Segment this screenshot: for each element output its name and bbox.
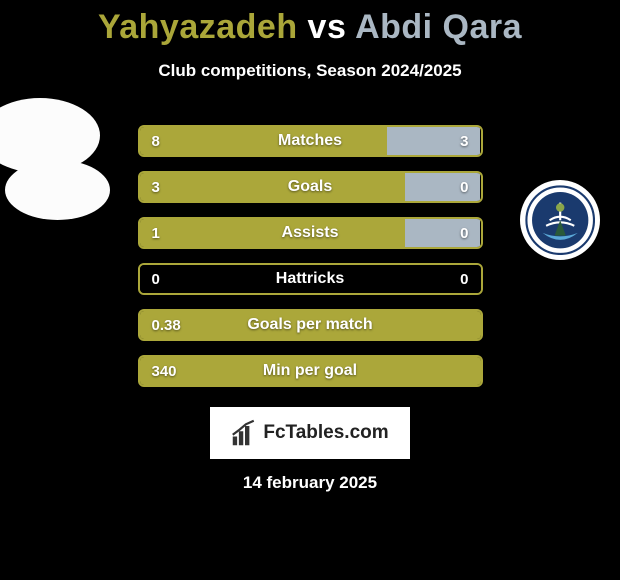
stat-left-value: 3 — [152, 179, 160, 196]
stat-row-min-per-goal: 340 Min per goal — [138, 355, 483, 387]
stat-label: Goals per match — [247, 316, 372, 334]
stat-row-hattricks: 0 0 Hattricks — [138, 263, 483, 295]
logo-text: FcTables.com — [263, 422, 388, 444]
stat-left-value: 0 — [152, 271, 160, 288]
stat-label: Hattricks — [276, 270, 344, 288]
stat-row-goals: 3 0 Goals — [138, 171, 483, 203]
stat-label: Assists — [282, 224, 339, 242]
player2-name: Abdi Qara — [355, 8, 522, 46]
stat-right-value: 3 — [460, 133, 468, 150]
stat-left-segment: 8 — [140, 127, 388, 155]
stat-right-value: 0 — [460, 225, 468, 242]
stat-row-goals-per-match: 0.38 Goals per match — [138, 309, 483, 341]
stat-label: Min per goal — [263, 362, 357, 380]
page-title: Yahyazadeh vs Abdi Qara — [0, 0, 620, 47]
date-text: 14 february 2025 — [0, 473, 620, 493]
stat-right-segment: 0 — [405, 219, 480, 247]
stat-right-segment: 3 — [387, 127, 480, 155]
player2-club-badge — [520, 180, 600, 260]
stat-right-value: 0 — [460, 271, 468, 288]
stat-right-segment — [469, 357, 481, 385]
player1-avatar-2 — [5, 160, 110, 220]
vs-text: vs — [308, 8, 347, 46]
player1-name: Yahyazadeh — [98, 8, 298, 46]
stat-label: Matches — [278, 132, 342, 150]
stat-right-segment: 0 — [405, 173, 480, 201]
stat-left-value: 0.38 — [152, 317, 181, 334]
stat-row-assists: 1 0 Assists — [138, 217, 483, 249]
subtitle: Club competitions, Season 2024/2025 — [0, 61, 620, 81]
comparison-bars: 8 3 Matches 3 0 Goals 1 0 Assists 0 0 Hattricks 0.38… — [138, 125, 483, 387]
stat-left-value: 1 — [152, 225, 160, 242]
stat-right-segment — [469, 311, 481, 339]
stat-label: Goals — [288, 178, 332, 196]
stat-right-value: 0 — [460, 179, 468, 196]
stat-left-segment: 1 — [140, 219, 406, 247]
fctables-logo: FcTables.com — [210, 407, 410, 459]
stat-left-value: 340 — [152, 363, 177, 380]
club-badge-icon — [525, 185, 595, 255]
stat-row-matches: 8 3 Matches — [138, 125, 483, 157]
stat-left-value: 8 — [152, 133, 160, 150]
chart-icon — [231, 419, 259, 447]
stat-left-segment: 3 — [140, 173, 406, 201]
